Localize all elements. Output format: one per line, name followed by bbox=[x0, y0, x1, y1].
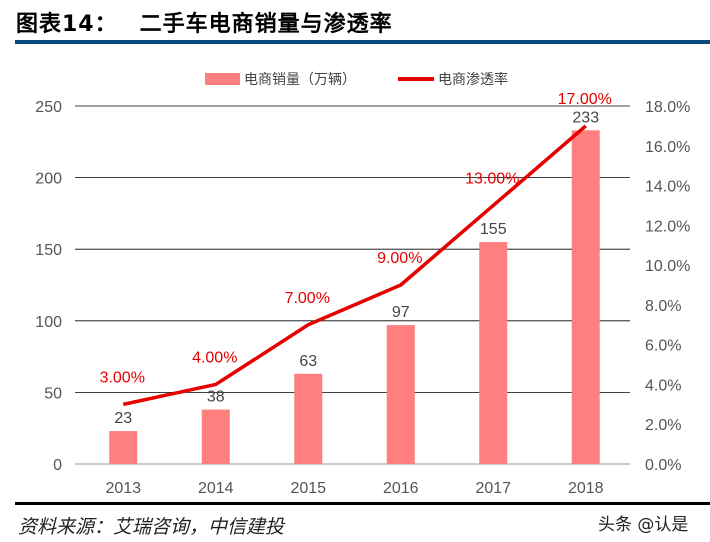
y-left-tick-label: 50 bbox=[44, 385, 62, 402]
legend-bar-swatch bbox=[205, 73, 240, 85]
x-tick-label: 2016 bbox=[383, 480, 419, 497]
y-right-tick-label: 4.0% bbox=[645, 377, 681, 394]
y-right-tick-label: 16.0% bbox=[645, 139, 690, 156]
y-left-tick-label: 0 bbox=[53, 457, 62, 474]
legend-bar-label: 电商销量（万辆） bbox=[244, 71, 356, 87]
legend-line-label: 电商渗透率 bbox=[438, 71, 508, 87]
title-prefix: 图表14： bbox=[16, 12, 118, 37]
x-tick-label: 2013 bbox=[105, 480, 141, 497]
y-right-tick-label: 0.0% bbox=[645, 457, 681, 474]
bar bbox=[571, 130, 600, 464]
line-data-label: 3.00% bbox=[100, 369, 145, 386]
y-right-tick-label: 12.0% bbox=[645, 218, 690, 235]
watermark: 头条 @认是 bbox=[598, 515, 689, 535]
bar bbox=[386, 325, 415, 464]
line-data-label: 13.00% bbox=[465, 170, 519, 187]
line-data-label: 9.00% bbox=[377, 250, 422, 267]
footer-divider bbox=[15, 502, 710, 505]
y-right-tick-label: 10.0% bbox=[645, 258, 690, 275]
y-left-tick-label: 150 bbox=[35, 242, 62, 259]
bar-data-label: 97 bbox=[392, 304, 410, 321]
bar-data-label: 63 bbox=[299, 353, 317, 370]
x-tick-label: 2015 bbox=[290, 480, 326, 497]
y-right-tick-label: 2.0% bbox=[645, 417, 681, 434]
x-tick-label: 2018 bbox=[568, 480, 604, 497]
y-right-tick-label: 6.0% bbox=[645, 338, 681, 355]
title-divider bbox=[15, 40, 710, 44]
y-left-tick-label: 250 bbox=[35, 99, 62, 116]
bar bbox=[479, 242, 508, 464]
y-left-tick-label: 200 bbox=[35, 171, 62, 188]
x-tick-label: 2014 bbox=[198, 480, 234, 497]
bar bbox=[201, 409, 230, 464]
line-data-label: 17.00% bbox=[558, 91, 612, 108]
line-data-label: 7.00% bbox=[285, 290, 330, 307]
penetration-line bbox=[122, 124, 587, 407]
bar bbox=[109, 431, 138, 464]
line-data-label: 4.00% bbox=[192, 349, 237, 366]
y-right-tick-label: 8.0% bbox=[645, 298, 681, 315]
title-text: 二手车电商销量与渗透率 bbox=[139, 12, 393, 37]
chart-title: 图表14： 二手车电商销量与渗透率 bbox=[16, 6, 393, 38]
bar-data-label: 23 bbox=[114, 410, 132, 427]
bar-data-label: 233 bbox=[572, 109, 599, 126]
y-left-tick-label: 100 bbox=[35, 314, 62, 331]
source-note: 资料来源：艾瑞咨询，中信建投 bbox=[18, 516, 285, 538]
legend: 电商销量（万辆） 电商渗透率 bbox=[205, 71, 508, 87]
bar-data-label: 38 bbox=[207, 389, 225, 406]
bar bbox=[294, 373, 323, 464]
y-right-tick-label: 18.0% bbox=[645, 99, 690, 116]
x-tick-label: 2017 bbox=[475, 480, 511, 497]
bar-data-label: 155 bbox=[480, 221, 507, 238]
y-right-tick-label: 14.0% bbox=[645, 179, 690, 196]
